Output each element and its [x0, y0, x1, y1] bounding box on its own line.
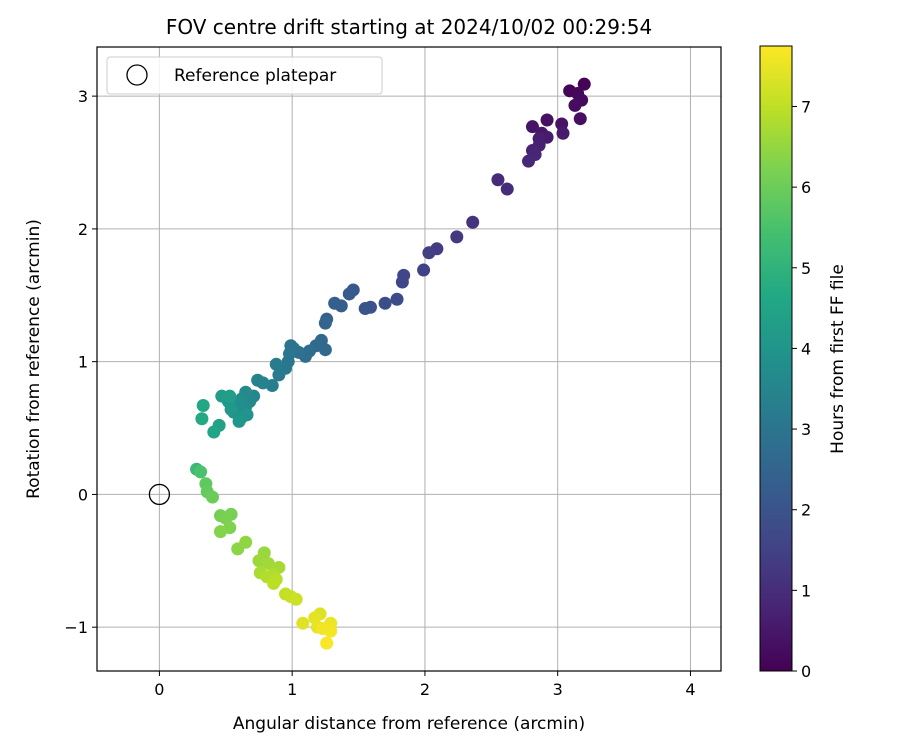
x-axis-ticks: 0 1 2 3 4 [154, 671, 696, 699]
data-point [195, 412, 209, 426]
legend-box [106, 56, 383, 95]
data-point [194, 465, 208, 479]
data-point [358, 302, 372, 316]
y-tick-label: 1 [78, 353, 88, 372]
data-point [573, 112, 587, 126]
data-point [395, 275, 409, 289]
data-point [320, 636, 334, 650]
y-tick-label: 0 [78, 485, 88, 504]
data-point [324, 624, 338, 638]
data-point [328, 296, 342, 310]
reference-platepar-marker [148, 483, 171, 506]
colorbar-tick-label: 3 [801, 420, 811, 439]
data-point [342, 287, 356, 301]
data-point [269, 357, 283, 371]
y-tick-label: 2 [78, 220, 88, 239]
colorbar-label: Hours from first FF file [828, 264, 848, 454]
data-point [450, 230, 464, 244]
y-axis-ticks: −1 0 1 2 3 [64, 87, 97, 637]
chart-title: FOV centre drift starting at 2024/10/02 … [166, 15, 652, 39]
data-point [272, 368, 286, 382]
colorbar [759, 45, 793, 672]
data-point [568, 98, 582, 112]
colorbar-tick-label: 5 [801, 259, 811, 278]
y-tick-label: 3 [78, 87, 88, 106]
colorbar-tick-label: 4 [801, 339, 811, 358]
colorbar-tick-label: 6 [801, 178, 811, 197]
x-tick-label: 1 [287, 680, 297, 699]
data-point [296, 616, 310, 630]
data-point [500, 182, 514, 196]
data-point [232, 414, 246, 428]
data-point [213, 525, 227, 539]
data-point [267, 576, 281, 590]
x-tick-label: 3 [553, 680, 563, 699]
data-point [390, 292, 404, 306]
legend-open-circle-marker [126, 64, 148, 86]
data-point [521, 154, 535, 168]
data-point [318, 316, 332, 330]
data-point [207, 425, 221, 439]
colorbar-ticks: 0 1 2 3 4 5 6 7 [792, 97, 811, 681]
data-point [206, 490, 220, 504]
data-point [577, 77, 591, 91]
data-points [190, 77, 591, 650]
colorbar-tick-label: 7 [801, 97, 811, 116]
colorbar-tick-label: 1 [801, 581, 811, 600]
data-point [239, 535, 253, 549]
grid-lines [97, 47, 721, 671]
data-point [261, 556, 275, 570]
y-tick-label: −1 [64, 618, 88, 637]
plot-frame [96, 46, 722, 672]
x-tick-label: 4 [685, 680, 695, 699]
x-axis-label: Angular distance from reference (arcmin) [233, 714, 585, 734]
data-point [289, 592, 303, 606]
x-tick-label: 0 [154, 680, 164, 699]
reference-marker-group [148, 483, 171, 506]
data-point [251, 373, 265, 387]
colorbar-tick-label: 2 [801, 501, 811, 520]
data-point [491, 173, 505, 187]
legend: Reference platepar [106, 56, 383, 95]
data-point [540, 113, 554, 127]
colorbar-tick-label: 0 [801, 662, 811, 681]
data-point [417, 263, 431, 277]
x-tick-label: 2 [420, 680, 430, 699]
data-point [525, 120, 539, 134]
data-point [196, 398, 210, 412]
data-point [378, 296, 392, 310]
data-point [422, 246, 436, 260]
data-point [556, 126, 570, 140]
legend-entry-label: Reference platepar [174, 66, 336, 86]
data-point [466, 215, 480, 229]
y-axis-label: Rotation from reference (arcmin) [24, 219, 44, 499]
data-point [223, 389, 237, 403]
